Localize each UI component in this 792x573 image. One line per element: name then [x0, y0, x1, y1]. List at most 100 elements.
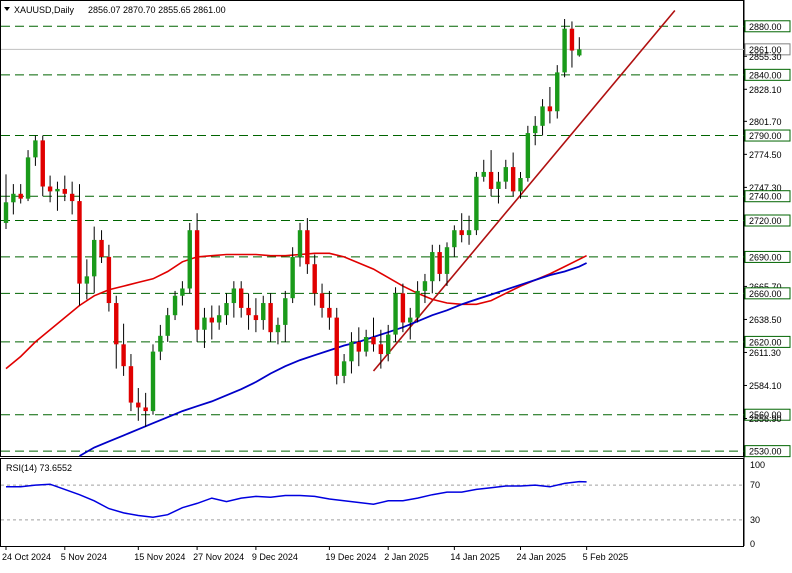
candle — [106, 244, 112, 312]
candle — [253, 298, 259, 333]
candle — [334, 307, 339, 385]
candle — [518, 171, 523, 199]
price-tick: 2660.00 — [744, 287, 791, 300]
price-tick: 2690.00 — [744, 250, 791, 263]
price-tick-label: 2840.00 — [749, 70, 782, 80]
candle-body — [136, 402, 141, 408]
price-tick: 2774.50 — [744, 150, 782, 160]
candle-body — [106, 256, 112, 304]
candle-body — [246, 307, 251, 316]
candle — [231, 281, 237, 318]
candle — [393, 287, 398, 342]
candle — [239, 281, 244, 318]
price-tick-box — [744, 129, 791, 142]
candle-body — [18, 193, 23, 199]
price-tick-label: 2828.10 — [749, 85, 782, 95]
candle — [437, 244, 442, 282]
candle — [422, 273, 428, 304]
candle — [216, 305, 222, 330]
candle — [180, 281, 185, 306]
candle-body — [319, 293, 325, 308]
price-tick-label: 2790.00 — [749, 131, 782, 141]
candle — [11, 184, 16, 215]
candle-body — [62, 188, 67, 194]
candle — [143, 392, 148, 427]
candle-body — [540, 106, 545, 126]
candle-body — [84, 276, 90, 284]
candle — [268, 293, 273, 342]
price-tick: 2740.00 — [744, 190, 791, 203]
collapse-triangle-icon[interactable] — [4, 7, 10, 11]
price-tick-label: 2690.00 — [749, 252, 782, 262]
time-tick-label: 19 Dec 2024 — [325, 552, 376, 562]
candle-body — [488, 171, 494, 189]
candle — [283, 290, 288, 342]
price-tick: 2530.00 — [744, 445, 791, 458]
price-tick: 2611.30 — [744, 348, 781, 358]
candle — [503, 159, 508, 189]
price-tick: 2638.50 — [744, 315, 782, 325]
time-tick-label: 5 Feb 2025 — [583, 552, 629, 562]
candle-body — [312, 264, 317, 294]
candle — [319, 283, 325, 318]
price-tick-box — [744, 68, 791, 81]
candle — [77, 184, 82, 306]
candle-body — [261, 303, 266, 321]
candle — [128, 354, 134, 412]
time-tick-label: 24 Oct 2024 — [2, 552, 51, 562]
candle — [415, 281, 420, 323]
candle-body — [466, 230, 472, 236]
candle-body — [459, 230, 464, 236]
candle — [488, 150, 494, 197]
candle — [569, 21, 575, 68]
price-tick-label: 2720.00 — [749, 216, 782, 226]
candle — [555, 65, 560, 119]
candle — [114, 295, 119, 369]
price-tick-label: 2774.50 — [749, 150, 782, 160]
rsi-tick-label: 30 — [750, 515, 760, 525]
candle-body — [430, 252, 435, 282]
candle — [386, 324, 391, 362]
horizontal-levels — [1, 25, 744, 452]
candle-body — [363, 337, 369, 352]
candle — [400, 283, 406, 333]
rsi-series-line — [6, 480, 587, 519]
candle — [84, 259, 90, 300]
symbol-label: XAUUSD,Daily — [14, 5, 75, 15]
candle — [209, 305, 214, 340]
candle — [496, 171, 501, 204]
price-tick: 2801.70 — [744, 117, 782, 127]
rsi-tick-label: 100 — [750, 460, 765, 470]
candle — [290, 247, 295, 304]
candle-body — [371, 337, 376, 345]
candle — [18, 184, 23, 204]
candle-body — [356, 341, 361, 352]
price-tick: 2790.00 — [744, 129, 791, 142]
rsi-pane-frame — [0, 458, 744, 547]
price-tick: 2855.30 — [744, 52, 782, 62]
candle — [246, 293, 251, 330]
candle-body — [503, 167, 508, 182]
candle-body — [518, 178, 523, 192]
rsi-tick-label: 70 — [750, 480, 760, 490]
candle-body — [99, 239, 104, 257]
candle-body — [143, 407, 148, 412]
price-tick-box — [744, 214, 791, 227]
time-axis: 24 Oct 2024 5 Nov 2024 15 Nov 2024 27 Nov 2… — [2, 546, 628, 562]
candle — [466, 215, 472, 245]
candle-body — [386, 334, 391, 355]
candle — [187, 222, 192, 294]
candle-body — [239, 288, 244, 308]
candle-body — [3, 202, 9, 223]
candle — [99, 230, 104, 263]
price-tick-label: 2801.70 — [749, 117, 782, 127]
trendline-mark — [372, 9, 676, 372]
price-tick: 2584.10 — [744, 381, 782, 391]
price-tick-label: 2747.30 — [749, 183, 782, 193]
candle — [452, 225, 457, 257]
price-pane-frame — [0, 0, 744, 457]
candle — [33, 135, 38, 166]
price-tick-label: 2855.30 — [749, 52, 782, 62]
candle-body — [283, 298, 288, 325]
